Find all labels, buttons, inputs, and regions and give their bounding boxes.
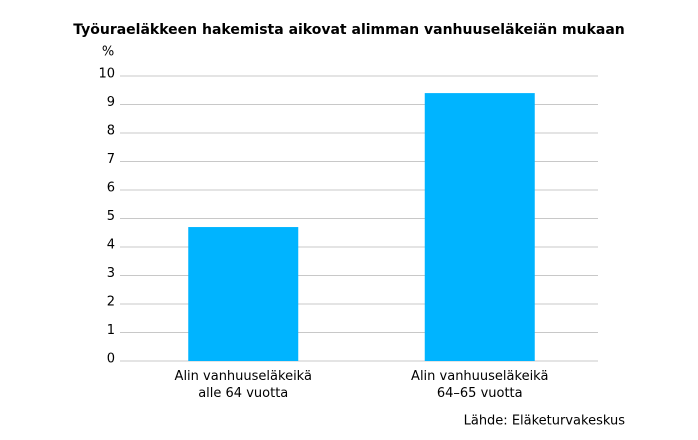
y-tick-label: 7 [107, 152, 115, 167]
x-tick-label-line: Alin vanhuuseläkeikä [411, 369, 548, 384]
y-tick-label: 5 [107, 209, 115, 224]
chart-title: Työuraeläkkeen hakemista aikovat alimman… [73, 22, 625, 38]
y-tick-label: 10 [98, 67, 115, 82]
bar [188, 227, 299, 361]
y-tick-label: 3 [107, 266, 115, 281]
x-tick-label-line: 64–65 vuotta [437, 386, 523, 401]
source: Lähde: Eläketurvakeskus [464, 414, 626, 429]
x-tick-label-line: Alin vanhuuseläkeikä [175, 369, 312, 384]
y-tick-label: 9 [107, 95, 115, 110]
y-tick-label: 1 [107, 323, 115, 338]
y-tick-label: 0 [107, 352, 115, 367]
y-tick-label: 6 [107, 181, 115, 196]
y-tick-label: 8 [107, 124, 115, 139]
x-tick-label-line: alle 64 vuotta [198, 386, 288, 401]
x-tick-label: Alin vanhuuseläkeikä alle 64 vuotta [175, 369, 312, 401]
y-tick-label: 4 [107, 238, 115, 253]
bar [424, 93, 535, 361]
x-tick-label: Alin vanhuuseläkeikä 64–65 vuotta [411, 369, 548, 401]
y-tick-label: 2 [107, 295, 115, 310]
y-axis-label: % [102, 45, 114, 60]
